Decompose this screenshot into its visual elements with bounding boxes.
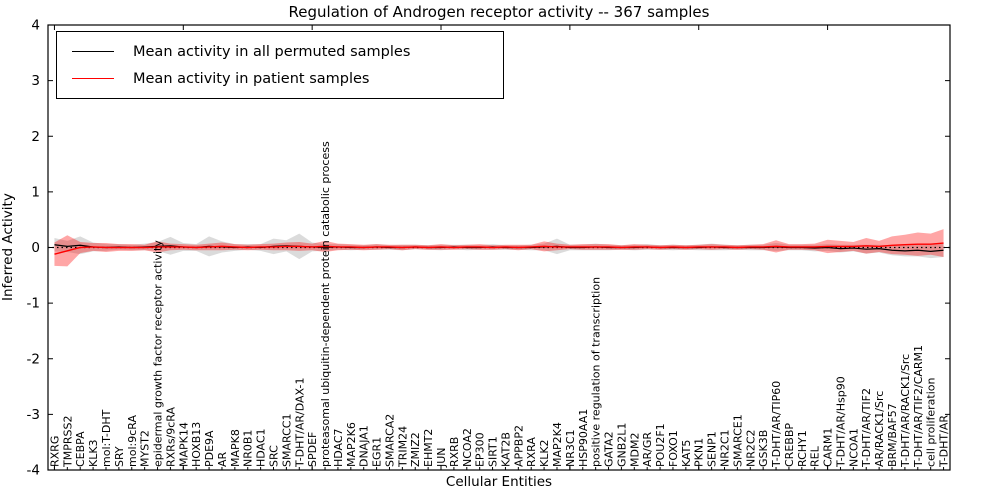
x-category-label: SMARCC1: [280, 414, 293, 467]
x-category-label: RCHY1: [796, 430, 809, 467]
x-category-label: KAT5: [680, 440, 693, 467]
x-category-label: TRIM24: [396, 426, 409, 468]
x-category-label: NR2C2: [744, 429, 757, 467]
y-tick-label: 4: [31, 18, 40, 34]
x-category-label: CARM1: [822, 428, 835, 467]
x-category-label: T-DHT/AR/RACK1/Src: [899, 354, 912, 468]
x-category-label: MAPK8: [229, 429, 242, 467]
permuted-band: [54, 233, 944, 260]
x-category-label: TMPRSS2: [61, 416, 74, 468]
x-category-label: T-DHT/AR: [938, 415, 951, 468]
x-category-label: GATA2: [603, 431, 616, 467]
legend-label-permuted: Mean activity in all permuted samples: [133, 43, 411, 60]
x-category-label: AR/GR: [641, 432, 654, 467]
chart-title: Regulation of Androgen receptor activity…: [288, 3, 710, 21]
x-category-label: PKN1: [693, 438, 706, 467]
x-category-label: RXRG: [48, 436, 61, 467]
x-category-label: SMARCE1: [731, 414, 744, 467]
legend-label-patient: Mean activity in patient samples: [133, 70, 370, 87]
x-category-label: EP300: [474, 432, 487, 467]
x-category-label: ZMIZ2: [409, 432, 422, 467]
x-category-label: EGR1: [371, 437, 384, 467]
x-category-label: T-DHT/AR/TIP60: [770, 381, 783, 468]
x-category-label: CEBPA: [74, 431, 87, 467]
y-tick-label: 3: [31, 73, 40, 89]
x-category-label: MAP2K6: [345, 422, 358, 467]
x-category-label: KAT2B: [499, 432, 512, 467]
x-category-label: SIRT1: [487, 436, 500, 467]
x-category-labels: RXRG TMPRSS2 CEBPA KLK3 mol:T-DHT SRY mol:9cRA…: [48, 141, 950, 468]
x-category-label: positive regulation of transcription: [590, 277, 603, 467]
x-category-label: CREBBP: [783, 423, 796, 467]
x-category-label: RXRB: [448, 437, 461, 467]
x-category-label: NCOA1: [847, 428, 860, 467]
x-category-label: FOXO1: [667, 430, 680, 467]
x-category-label: JUN: [435, 447, 448, 468]
x-category-label: PDE9A: [203, 430, 216, 467]
x-category-label: AR/RACK1/Src: [873, 391, 886, 467]
x-category-label: mol:9cRA: [126, 415, 139, 467]
x-category-label: POU2F1: [654, 423, 667, 467]
axis-ticks: [48, 24, 950, 471]
x-category-label: mol:T-DHT: [100, 409, 113, 467]
x-category-label: epidermal growth factor receptor activit…: [152, 240, 165, 467]
y-tick-label: 2: [31, 129, 40, 145]
x-category-label: RXRs/9cRA: [164, 406, 177, 467]
x-category-label: proteasomal ubiquitin-dependent protein …: [319, 141, 332, 467]
x-axis-label: Cellular Entities: [445, 474, 553, 490]
x-category-label: cell proliferation: [925, 377, 938, 467]
x-category-label: SMARCA2: [383, 414, 396, 467]
x-category-label: GNB2L1: [615, 423, 628, 467]
x-category-label: KLK3: [87, 439, 100, 467]
x-category-label: NR0B1: [242, 430, 255, 467]
x-category-label: GSK3B: [757, 430, 770, 467]
x-category-label: SPDEF: [306, 432, 319, 467]
x-category-label: SENP1: [706, 431, 719, 467]
x-category-label: HDAC7: [332, 428, 345, 467]
legend-item-patient: Mean activity in patient samples: [57, 65, 503, 92]
y-tick-label: 0: [31, 240, 40, 256]
x-category-label: AR: [216, 451, 229, 467]
x-category-label: BRM/BAF57: [886, 403, 899, 467]
x-category-label: NR3C1: [564, 429, 577, 467]
x-category-label: NR2C1: [719, 429, 732, 467]
y-tick-label: -2: [27, 351, 40, 367]
y-tick-label: -4: [27, 463, 40, 479]
x-category-label: MYST2: [139, 430, 152, 467]
x-category-label: KLK2: [538, 439, 551, 467]
x-category-label: HSP90AA1: [577, 409, 590, 467]
x-category-label: RXRA: [525, 437, 538, 467]
x-category-label: HOXB13: [190, 422, 203, 467]
x-category-label: MAP2K4: [551, 422, 564, 467]
legend-line-patient-swatch: [72, 78, 114, 79]
y-tick-label: -1: [27, 296, 40, 312]
x-category-label: MDM2: [628, 433, 641, 467]
x-category-label: T-DHT/AR/Hsp90: [834, 376, 847, 468]
x-category-label: REL: [809, 445, 822, 467]
y-tick-labels: 4 3 2 1 0 -1 -2 -3 -4: [27, 18, 40, 479]
x-category-label: EHMT2: [422, 429, 435, 467]
x-category-label: DNAJA1: [358, 425, 371, 467]
legend: Mean activity in all permuted samples Me…: [56, 31, 504, 99]
y-tick-label: -3: [27, 407, 40, 423]
legend-item-permuted: Mean activity in all permuted samples: [57, 38, 503, 65]
x-category-label: T-DHT/AR/TIF2: [860, 388, 873, 468]
x-category-label: SRC: [268, 445, 281, 467]
y-tick-label: 1: [31, 184, 40, 200]
patient-line: [54, 242, 944, 255]
x-category-label: HDAC1: [255, 428, 268, 467]
x-category-label: T-DHT/AR/TIF2/CARM1: [912, 345, 925, 468]
x-category-label: MAPK14: [177, 422, 190, 467]
x-category-label: NCOA2: [461, 428, 474, 467]
x-category-label: APPBP2: [512, 425, 525, 467]
x-category-label: T-DHT/AR/DAX-1: [293, 378, 306, 468]
legend-line-permuted-swatch: [72, 51, 114, 52]
x-category-label: SRY: [113, 446, 126, 467]
